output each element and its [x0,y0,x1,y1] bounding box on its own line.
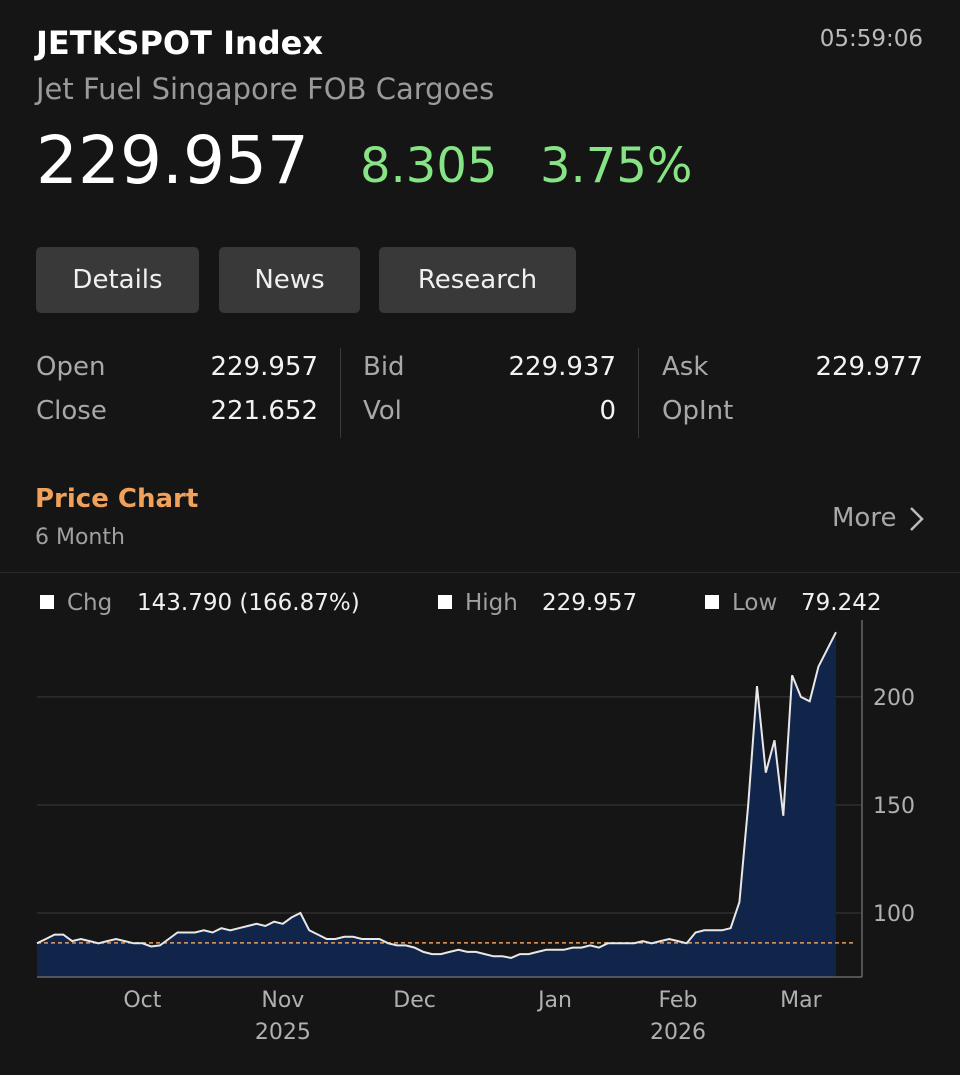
subtitle: Jet Fuel Singapore FOB Cargoes [36,72,495,106]
legend-square [40,595,54,609]
legend-square [705,595,719,609]
quote-label: OpInt [662,396,734,426]
details-button[interactable]: Details [36,247,199,313]
quote-value: 229.977 [815,352,923,382]
time: 05:59:06 [819,26,923,52]
stat-label: Low [732,590,777,616]
quote-label: Close [36,396,107,426]
divider [638,348,639,438]
stat-value: 143.790 (166.87%) [137,590,360,616]
x-tick-label: Feb [658,988,697,1013]
x-tick-label: Oct [123,988,161,1013]
section-title: Price Chart [35,484,199,514]
quote-label: Open [36,352,106,382]
x-tick-label: Jan [536,988,572,1013]
stat-value: 229.957 [542,590,637,616]
y-tick-label: 150 [873,794,915,819]
quote-value: 229.937 [508,352,616,382]
x-tick-label: Mar [780,988,822,1013]
chart: Chg 143.790 (166.87%) High 229.957 Low 79.242… [36,590,915,1045]
stat-label: Chg [67,590,112,616]
quote-label: Vol [363,396,402,426]
x-tick-label: Nov [261,988,304,1013]
stat-label: High [465,590,518,616]
quote-label: Bid [363,352,405,382]
stat-value: 79.242 [801,590,881,616]
x-year-label: 2026 [650,1020,706,1045]
quote-value: 221.652 [210,396,318,426]
change-pct: 3.75% [540,138,693,194]
title: JETKSPOT Index [36,24,323,62]
y-tick-label: 200 [873,686,915,711]
quote-value: 229.957 [210,352,318,382]
quote-label: Ask [662,352,709,382]
separator [0,572,960,573]
research-button[interactable]: Research [379,247,576,313]
more-link[interactable]: More [832,503,897,533]
y-tick-label: 100 [873,902,915,927]
legend-square [438,595,452,609]
x-tick-label: Dec [393,988,436,1013]
period: 6 Month [35,525,125,550]
change: 8.305 [360,138,498,194]
price: 229.957 [36,122,309,199]
news-button[interactable]: News [219,247,360,313]
quote-value: 0 [599,396,616,426]
divider [340,348,341,438]
x-year-label: 2025 [255,1020,311,1045]
chevron[interactable] [906,505,928,533]
price-line [36,631,837,959]
